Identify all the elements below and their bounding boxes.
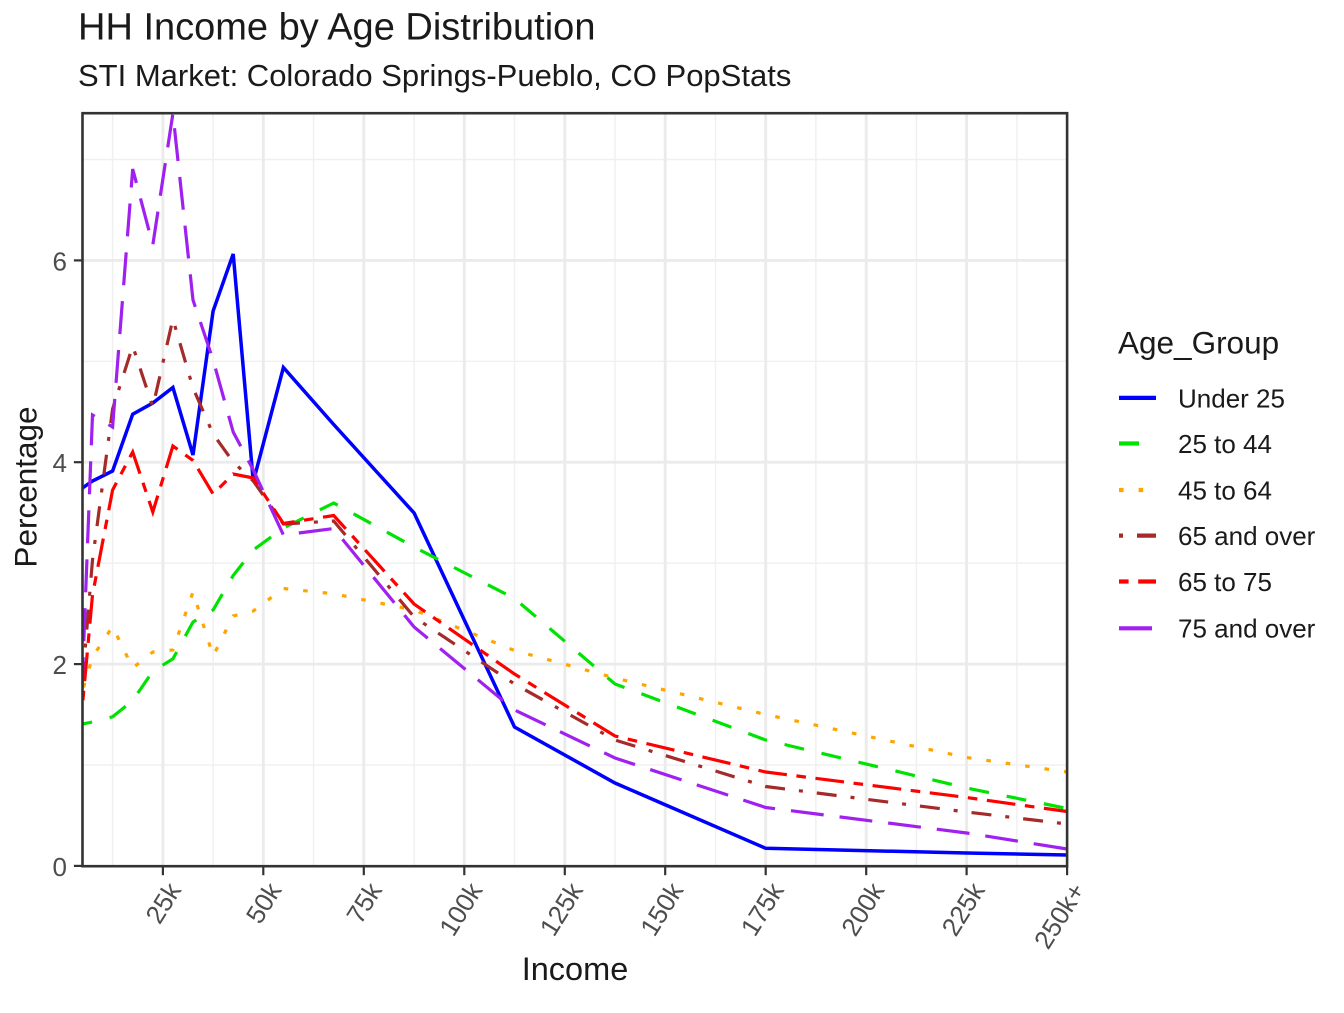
svg-text:Percentage: Percentage xyxy=(8,406,44,567)
svg-text:65 to 75: 65 to 75 xyxy=(1178,567,1272,597)
svg-text:Under 25: Under 25 xyxy=(1178,383,1285,413)
svg-text:2: 2 xyxy=(53,650,67,680)
svg-text:HH Income by Age Distribution: HH Income by Age Distribution xyxy=(78,7,595,49)
svg-text:Income: Income xyxy=(522,951,629,987)
svg-text:6: 6 xyxy=(53,246,67,276)
svg-text:STI Market: Colorado Springs-P: STI Market: Colorado Springs-Pueblo, CO … xyxy=(78,58,791,93)
svg-text:65 and over: 65 and over xyxy=(1178,521,1316,551)
svg-text:4: 4 xyxy=(53,448,67,478)
svg-text:Age_Group: Age_Group xyxy=(1118,325,1279,361)
svg-text:0: 0 xyxy=(53,852,67,882)
svg-text:25 to 44: 25 to 44 xyxy=(1178,429,1272,459)
svg-text:45 to 64: 45 to 64 xyxy=(1178,475,1272,505)
svg-text:75 and over: 75 and over xyxy=(1178,614,1316,644)
